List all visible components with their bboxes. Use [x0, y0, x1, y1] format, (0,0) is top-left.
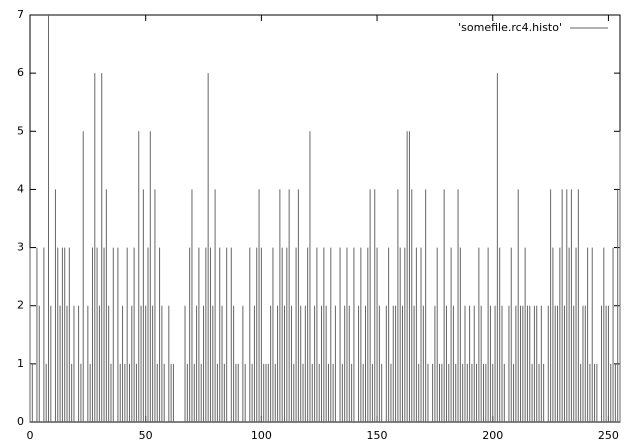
x-tick-label: 0 [27, 429, 34, 442]
x-tick-label: 250 [598, 429, 619, 442]
plot-border [29, 14, 621, 423]
y-tick-label: 2 [17, 299, 24, 312]
y-tick-label: 5 [17, 124, 24, 137]
y-tick-label: 3 [17, 241, 24, 254]
legend-label: 'somefile.rc4.histo' [458, 21, 562, 34]
x-tick-label: 150 [367, 429, 388, 442]
x-tick-label: 200 [482, 429, 503, 442]
y-tick-label: 4 [17, 182, 24, 195]
y-tick-label: 1 [17, 357, 24, 370]
x-tick-label: 100 [251, 429, 272, 442]
y-tick-label: 0 [17, 415, 24, 428]
y-tick-label: 6 [17, 66, 24, 79]
x-tick-label: 50 [139, 429, 153, 442]
y-tick-label: 7 [17, 8, 24, 21]
